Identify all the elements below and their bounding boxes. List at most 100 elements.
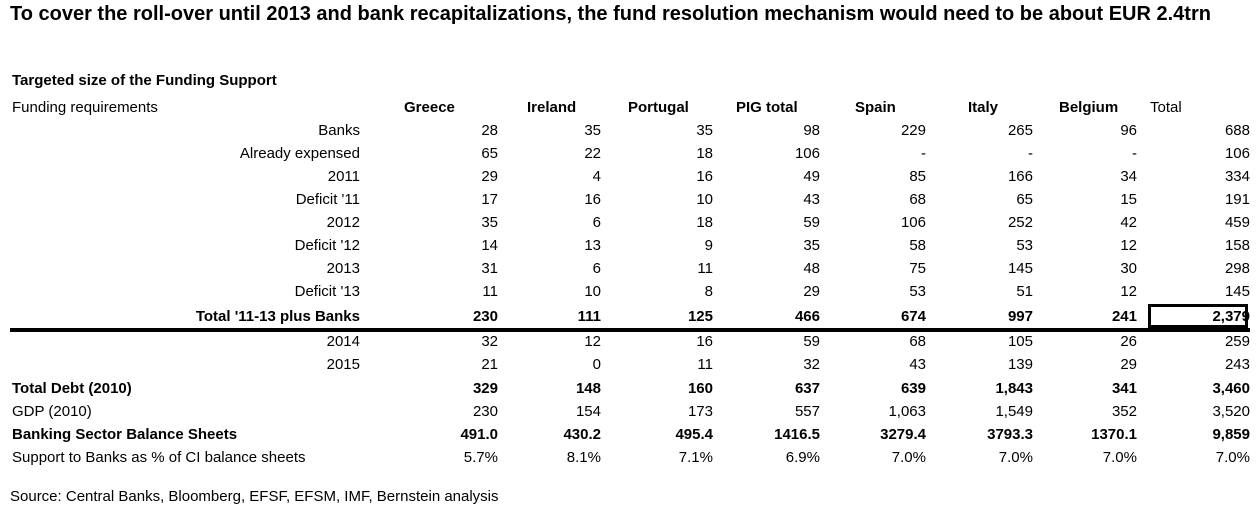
table-cell: 16 [696, 333, 713, 350]
table-cell: 6 [592, 260, 601, 277]
table-cell: 22 [584, 145, 601, 162]
source-note: Source: Central Banks, Bloomberg, EFSF, … [10, 488, 499, 505]
table-cell: 11 [697, 356, 713, 373]
table-cell: 557 [794, 403, 820, 420]
table-cell: 43 [803, 191, 820, 208]
table-cell: 21 [481, 356, 498, 373]
table-cell: 160 [687, 380, 713, 397]
table-cell: 35 [584, 122, 601, 139]
table-cell: 243 [1224, 356, 1250, 373]
table-cell: 2,379 [1212, 308, 1250, 325]
table-cell: 3,460 [1212, 380, 1250, 397]
table-row: Deficit '12 14 13 9 35 58 53 12 158 [0, 235, 1257, 257]
table-cell: 10 [584, 283, 601, 300]
table-cell: 637 [794, 380, 820, 397]
table-cell: 430.2 [563, 426, 601, 443]
table-cell: 26 [1120, 333, 1137, 350]
header-ireland: Ireland [527, 99, 577, 116]
table-cell: 8.1% [566, 449, 601, 466]
table-cell: 341 [1111, 380, 1137, 397]
table-cell: 32 [481, 333, 498, 350]
table-cell: 28 [481, 122, 498, 139]
table-cell: 495.4 [675, 426, 713, 443]
table-cell: 252 [1007, 214, 1033, 231]
table-cell: 3793.3 [987, 426, 1033, 443]
row-label: Total '11-13 plus Banks [195, 308, 360, 325]
table-row: Banking Sector Balance Sheets 491.0 430.2 4… [0, 424, 1257, 446]
table-cell: 68 [909, 191, 926, 208]
table-cell: 59 [803, 333, 820, 350]
table-cell: 1,063 [888, 403, 926, 420]
table-cell: - [1132, 145, 1137, 162]
table-cell: 58 [909, 237, 926, 254]
table-cell: 12 [584, 333, 601, 350]
table-row: 2015 21 0 11 32 43 139 29 243 [0, 354, 1257, 376]
table-cell: 65 [481, 145, 498, 162]
table-cell: 15 [1120, 191, 1137, 208]
table-cell: 111 [577, 308, 601, 325]
table-cell: 53 [1016, 237, 1033, 254]
table-cell: 12 [1120, 283, 1137, 300]
table-cell: 98 [803, 122, 820, 139]
table-row: Total Debt (2010) 329 148 160 637 639 1,843 341… [0, 378, 1257, 400]
table-cell: 259 [1224, 333, 1250, 350]
table-cell: 14 [481, 237, 498, 254]
table-cell: 34 [1120, 168, 1137, 185]
table-cell: 7.0% [998, 449, 1033, 466]
table-row: Banks 28 35 35 98 229 265 96 688 [0, 120, 1257, 142]
table-cell: 68 [909, 333, 926, 350]
table-cell: 173 [687, 403, 713, 420]
table-cell: 12 [1120, 237, 1137, 254]
table-row: 2013 31 6 11 48 75 145 30 298 [0, 258, 1257, 280]
header-pig-total: PIG total [736, 99, 798, 116]
table-cell: 230 [472, 308, 498, 325]
header-portugal: Portugal [628, 99, 689, 116]
table-cell: 1,843 [995, 380, 1033, 397]
table-row: 2014 32 12 16 59 68 105 26 259 [0, 331, 1257, 353]
table-cell: 10 [696, 191, 713, 208]
table-cell: 5.7% [463, 449, 498, 466]
row-label: 2012 [326, 214, 360, 231]
table-cell: 35 [803, 237, 820, 254]
table-cell: 639 [900, 380, 926, 397]
table-cell: 466 [794, 308, 820, 325]
row-label: Banks [318, 122, 360, 139]
header-greece: Greece [404, 99, 455, 116]
table-cell: 154 [575, 403, 601, 420]
row-label: Deficit '11 [295, 191, 360, 208]
table-cell: 11 [482, 283, 498, 300]
table-cell: 1370.1 [1091, 426, 1137, 443]
table-cell: - [1028, 145, 1033, 162]
table-cell: 145 [1007, 260, 1033, 277]
table-cell: 265 [1007, 122, 1033, 139]
table-cell: 42 [1120, 214, 1137, 231]
table-cell: 229 [900, 122, 926, 139]
table-cell: 3279.4 [880, 426, 926, 443]
table-cell: 106 [1224, 145, 1250, 162]
table-cell: 43 [909, 356, 926, 373]
table-cell: 148 [575, 380, 601, 397]
table-cell: 30 [1120, 260, 1137, 277]
table-cell: 491.0 [460, 426, 498, 443]
table-cell: 29 [1120, 356, 1137, 373]
table-cell: 241 [1111, 308, 1137, 325]
table-row: Deficit '13 11 10 8 29 53 51 12 145 [0, 281, 1257, 303]
table-cell: 997 [1007, 308, 1033, 325]
table-cell: 13 [584, 237, 601, 254]
row-label: 2011 [327, 168, 360, 185]
table-cell: 29 [803, 283, 820, 300]
table-cell: 1416.5 [774, 426, 820, 443]
row-label: Deficit '12 [294, 237, 360, 254]
table-cell: 352 [1111, 403, 1137, 420]
table-divider [10, 328, 1250, 332]
table-cell: 9,859 [1212, 426, 1250, 443]
table-cell: 166 [1007, 168, 1033, 185]
table-cell: 11 [697, 260, 713, 277]
table-cell: 6 [592, 214, 601, 231]
table-cell: 6.9% [785, 449, 820, 466]
table-cell: 59 [803, 214, 820, 231]
table-cell: 51 [1016, 283, 1033, 300]
row-label: Support to Banks as % of CI balance shee… [12, 449, 306, 466]
table-row: 2012 35 6 18 59 106 252 42 459 [0, 212, 1257, 234]
table-cell: 53 [909, 283, 926, 300]
